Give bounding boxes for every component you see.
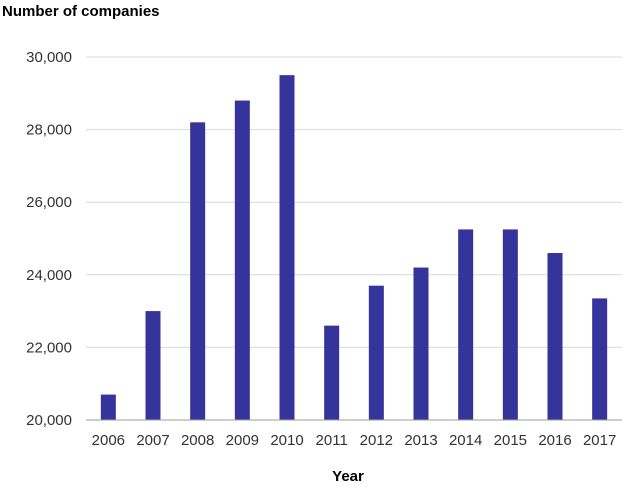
- x-tick-label: 2007: [136, 432, 169, 449]
- bar-2014: [458, 229, 474, 420]
- bar-2016: [547, 253, 563, 420]
- y-tick-label: 20,000: [26, 412, 72, 429]
- x-tick-label: 2015: [494, 432, 527, 449]
- bar-2011: [324, 325, 340, 420]
- x-tick-label: 2010: [270, 432, 303, 449]
- y-tick-label: 26,000: [26, 194, 72, 211]
- y-tick-label: 30,000: [26, 49, 72, 66]
- bar-2008: [190, 122, 206, 420]
- x-tick-label: 2006: [92, 432, 125, 449]
- x-tick-label: 2012: [360, 432, 393, 449]
- bar-2013: [413, 267, 429, 420]
- y-tick-label: 22,000: [26, 339, 72, 356]
- gridlines: [86, 56, 622, 348]
- x-tick-labels: 2006 2007 2008 2009 2010 2011 2012 2013 2014 2015…: [92, 432, 617, 449]
- bar-2010: [279, 75, 295, 421]
- bar-2009: [234, 100, 250, 420]
- bar-2007: [145, 311, 161, 420]
- x-tick-label: 2017: [583, 432, 616, 449]
- x-tick-label: 2009: [226, 432, 259, 449]
- bar-2012: [368, 285, 384, 420]
- x-tick-label: 2014: [449, 432, 482, 449]
- x-tick-label: 2013: [404, 432, 437, 449]
- y-tick-labels: 20,000 22,000 24,000 26,000 28,000 30,000: [26, 49, 72, 429]
- bars: [100, 75, 608, 421]
- x-tick-label: 2016: [538, 432, 571, 449]
- y-tick-label: 28,000: [26, 122, 72, 139]
- bar-2006: [100, 394, 116, 420]
- bar-2017: [592, 298, 608, 420]
- x-axis-title: Year: [332, 468, 364, 485]
- y-axis-title: Number of companies: [2, 3, 160, 20]
- y-tick-label: 24,000: [26, 267, 72, 284]
- x-tick-label: 2011: [316, 432, 348, 449]
- x-tick-label: 2008: [181, 432, 214, 449]
- bar-2015: [502, 229, 518, 420]
